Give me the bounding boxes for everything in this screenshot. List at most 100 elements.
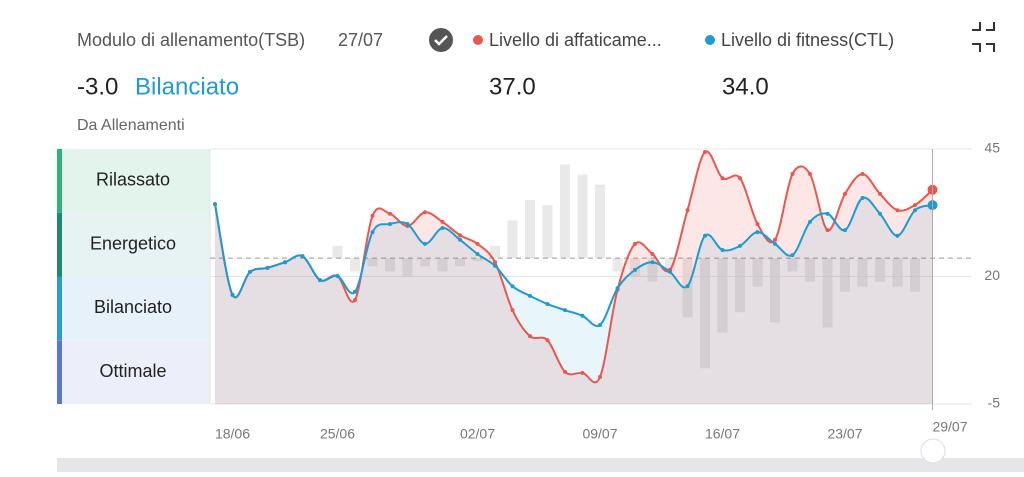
series-dot: [423, 210, 427, 215]
series-dot: [878, 191, 882, 196]
tsb-bar: [560, 164, 570, 259]
tsb-bar: [612, 258, 623, 272]
series-dot: [370, 213, 375, 218]
series-dot: [248, 269, 252, 274]
scrollbar[interactable]: [57, 458, 1024, 472]
series-dot: [633, 267, 637, 272]
zone-strip: [57, 276, 62, 341]
title: Modulo di allenamento(TSB): [77, 30, 305, 50]
series-dot: [685, 208, 690, 213]
series-dot: [580, 370, 585, 375]
series-dot: [370, 230, 375, 235]
series-dot: [668, 269, 672, 274]
tsb-bar: [840, 258, 850, 292]
check-icon[interactable]: [429, 28, 453, 52]
series-area: [215, 197, 933, 404]
series-dot: [388, 211, 392, 216]
series-dot: [685, 284, 690, 289]
series-dot: [895, 233, 900, 238]
series-dot: [545, 338, 550, 343]
tsb-bar: [420, 258, 430, 267]
tsb-bar: [577, 174, 588, 259]
tsb-bar: [700, 258, 710, 369]
tsb-bar: [525, 200, 535, 259]
zone-strip: [57, 340, 62, 404]
series-dot: [458, 237, 462, 242]
tsb-bar: [350, 258, 360, 272]
series-dot: [318, 278, 322, 283]
series-dot: [808, 171, 812, 176]
series-dot: [563, 308, 567, 313]
x-tick-label: 02/07: [460, 426, 495, 442]
series-dot: [423, 241, 427, 246]
series-dot: [650, 252, 655, 257]
source: Da Allenamenti: [77, 117, 185, 134]
series-dot: [283, 260, 287, 265]
tsb-bar: [402, 258, 413, 277]
series-dot: [860, 171, 865, 176]
y-tick-label: 45: [984, 140, 1000, 156]
zone-label: Bilanciato: [94, 297, 172, 317]
series-dot: [353, 297, 357, 302]
series-dot: [458, 233, 462, 238]
series-dot: [720, 247, 725, 252]
tsb-bar: [595, 184, 605, 259]
tsb-bar: [455, 258, 465, 267]
series-dot: [580, 313, 585, 318]
series-dot: [738, 243, 742, 248]
tsb-bar: [385, 258, 395, 272]
series-dot: [650, 260, 655, 265]
tsb-bar: [857, 258, 868, 287]
x-tick-label: 16/07: [705, 426, 740, 442]
x-tick-label: 09/07: [582, 426, 617, 442]
series-dot: [790, 171, 795, 176]
tsb-bar: [717, 258, 728, 333]
tsb-bar: [490, 245, 500, 259]
collapse-icon[interactable]: [972, 22, 995, 52]
series-dot: [703, 233, 707, 238]
series-dot: [440, 219, 445, 224]
tsb-bar: [910, 258, 920, 292]
scroll-handle[interactable]: [920, 438, 946, 464]
atl-value: 37.0: [489, 73, 536, 100]
series-dot: [335, 273, 340, 278]
series-dot: [493, 263, 497, 268]
series-dot: [545, 302, 550, 307]
tsb-bar: [892, 258, 903, 287]
ctl-value: 34.0: [722, 73, 769, 100]
series-dot: [773, 241, 777, 246]
series-dot: [528, 334, 532, 339]
series-dot: [475, 241, 480, 246]
series-dot: [738, 176, 742, 181]
series-dot: [230, 292, 235, 297]
series-dot: [843, 191, 847, 196]
tsb-bar: [735, 258, 745, 313]
date: 27/07: [338, 30, 383, 50]
series-dot: [598, 374, 602, 379]
tsb-bar: [367, 258, 378, 267]
tsb-bar: [665, 258, 675, 272]
legend-entry[interactable]: Livello di fitness(CTL): [721, 30, 894, 50]
series-dot: [265, 265, 270, 270]
series-dot: [878, 211, 882, 216]
tsb-state: Bilanciato: [135, 73, 239, 100]
series-dot: [808, 219, 812, 224]
tsb-bar: [787, 258, 798, 272]
legend-entry[interactable]: Livello di affaticame...: [489, 30, 662, 50]
tsb-bar: [752, 258, 763, 287]
y-tick-label: -5: [988, 395, 1001, 411]
tsb-value: -3.0: [77, 73, 118, 100]
legend-dot: [705, 35, 715, 45]
series-dot: [755, 230, 760, 235]
series-dot: [440, 226, 445, 231]
zone-strip: [57, 149, 62, 213]
tsb-bar: [822, 258, 833, 328]
series-dot: [475, 252, 480, 257]
zone-strip: [57, 212, 62, 277]
tsb-bar: [507, 220, 518, 259]
series-dot: [510, 284, 515, 289]
series-dot: [860, 195, 865, 200]
zone-label: Rilassato: [96, 170, 170, 190]
x-tick-label: 29/07: [932, 419, 967, 435]
